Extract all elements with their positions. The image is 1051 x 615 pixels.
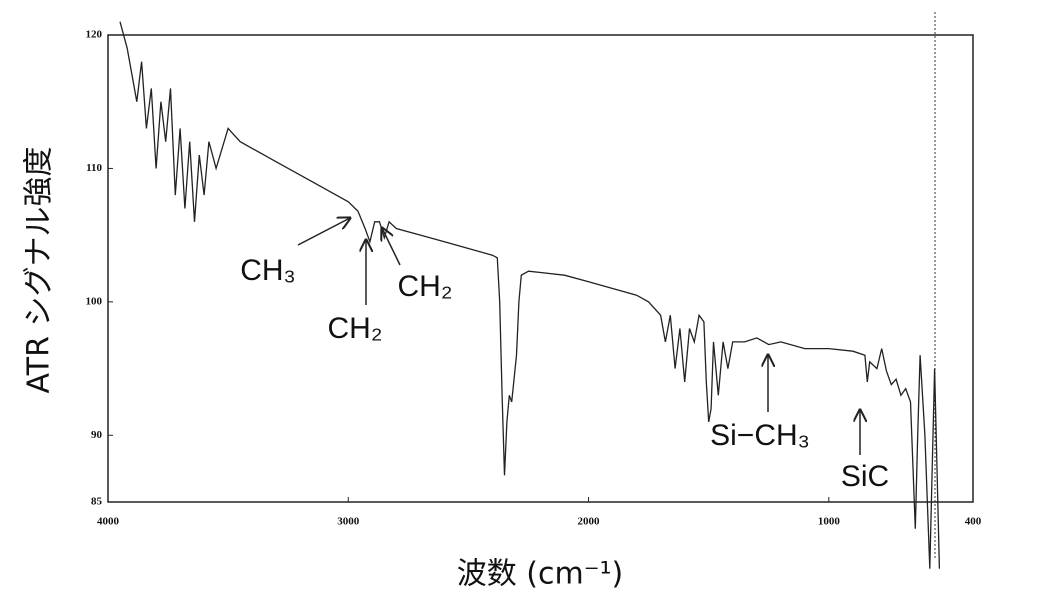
y-tick-label: 90 xyxy=(91,429,103,441)
plot-frame xyxy=(107,34,974,503)
annotation-arrow xyxy=(382,228,401,266)
y-tick-label: 85 xyxy=(91,496,103,508)
annotation: Si−CH₃ xyxy=(710,419,810,452)
x-tick-label: 2000 xyxy=(578,516,601,528)
y-tick-label: 100 xyxy=(86,295,103,307)
annotation: CH₂ xyxy=(398,270,453,303)
annotation: CH₃ xyxy=(240,254,296,287)
y-tick-label: 120 xyxy=(86,29,103,41)
annotation: CH₂ xyxy=(328,312,383,345)
x-tick-label: 1000 xyxy=(818,516,841,528)
x-tick-label: 4000 xyxy=(97,516,120,528)
annotation-arrow xyxy=(297,218,350,246)
spectrum-line xyxy=(119,21,941,569)
x-axis-title: 波数 (cm⁻¹) xyxy=(457,557,624,592)
y-tick-label: 110 xyxy=(86,162,102,174)
x-tick-label: 400 xyxy=(965,516,982,528)
y-axis-title: ATR シグナル強度 xyxy=(22,147,57,394)
annotation: SiC xyxy=(841,460,889,493)
x-tick-label: 3000 xyxy=(337,516,360,528)
